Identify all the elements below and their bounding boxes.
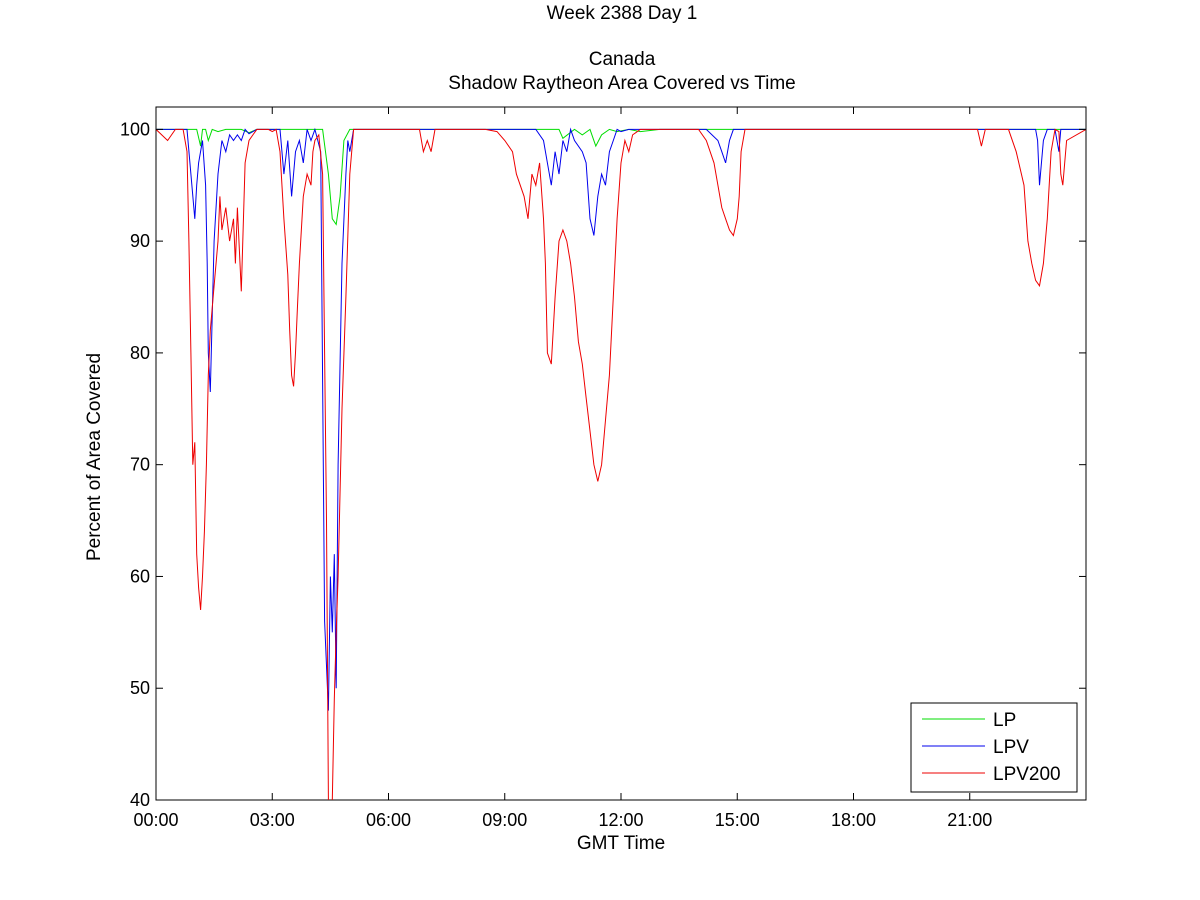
x-tick-label: 18:00 [831, 810, 876, 830]
axes-layer: 00:00 03:00 06:00 09:00 12:00 15:00 18:00 21:00… [120, 107, 1086, 830]
y-tick-label: 40 [130, 790, 150, 810]
series-line-lpv [156, 127, 1086, 711]
legend-box [910, 702, 1078, 793]
y-tick-label: 80 [130, 343, 150, 363]
chart-title-main: Shadow Raytheon Area Covered vs Time [448, 73, 796, 94]
y-axis-label: Percent of Area Covered [84, 352, 105, 562]
legend-label-lpv: LPV [993, 737, 1029, 758]
y-tick-label: 70 [130, 455, 150, 475]
x-tick-label: 12:00 [598, 810, 643, 830]
legend-items: LP LPV LPV200 [922, 710, 1061, 785]
y-tick-label: 50 [130, 678, 150, 698]
legend: LP LPV LPV200 [910, 702, 1078, 793]
series-layer [156, 127, 1086, 800]
chart-title-region: Canada [588, 49, 656, 70]
y-tick-label: 60 [130, 566, 150, 586]
x-axis-label: GMT Time [576, 833, 666, 854]
x-tick-label: 00:00 [133, 810, 178, 830]
x-tick-label: 21:00 [947, 810, 992, 830]
x-tick-label: 09:00 [482, 810, 527, 830]
x-tick-label: 15:00 [715, 810, 760, 830]
series-line-lpv200 [156, 128, 1086, 800]
plot-frame [155, 106, 1087, 801]
legend-label-lpv200: LPV200 [993, 764, 1061, 785]
chart-title-week: Week 2388 Day 1 [546, 3, 698, 24]
x-tick-label: 03:00 [250, 810, 295, 830]
legend-label-lp: LP [993, 710, 1016, 731]
y-tick-label: 100 [120, 119, 150, 139]
y-tick-label: 90 [130, 231, 150, 251]
x-tick-label: 06:00 [366, 810, 411, 830]
